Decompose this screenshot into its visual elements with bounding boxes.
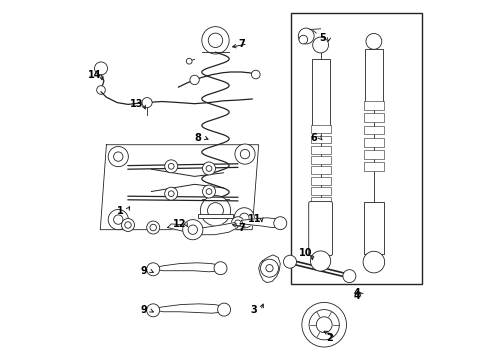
Circle shape <box>142 98 152 108</box>
Bar <box>311 136 331 144</box>
Text: 5: 5 <box>319 33 326 43</box>
Circle shape <box>202 185 216 198</box>
Bar <box>311 187 331 195</box>
Circle shape <box>261 259 278 277</box>
Text: 7: 7 <box>238 39 245 49</box>
Circle shape <box>165 187 178 200</box>
Circle shape <box>274 217 287 230</box>
Circle shape <box>108 147 128 167</box>
Bar <box>364 150 384 159</box>
Polygon shape <box>259 255 280 283</box>
Circle shape <box>183 220 203 240</box>
Bar <box>311 166 331 174</box>
Polygon shape <box>242 218 285 228</box>
FancyBboxPatch shape <box>309 202 333 256</box>
Circle shape <box>97 86 105 94</box>
Text: 13: 13 <box>129 99 143 109</box>
Text: 7: 7 <box>238 222 245 233</box>
Circle shape <box>266 265 273 272</box>
Circle shape <box>366 33 382 49</box>
Circle shape <box>298 28 314 44</box>
Circle shape <box>122 219 134 231</box>
Circle shape <box>147 221 160 234</box>
Circle shape <box>234 208 254 228</box>
Circle shape <box>114 215 123 224</box>
Circle shape <box>299 35 308 44</box>
Circle shape <box>302 302 346 347</box>
Circle shape <box>125 222 131 228</box>
Bar <box>365 49 383 108</box>
Text: 1: 1 <box>118 206 124 216</box>
Circle shape <box>363 251 385 273</box>
Bar <box>311 177 331 185</box>
Bar <box>364 101 384 110</box>
Circle shape <box>240 149 250 159</box>
Circle shape <box>218 303 231 316</box>
Circle shape <box>169 191 174 197</box>
Text: 9: 9 <box>140 305 147 315</box>
Polygon shape <box>151 263 222 272</box>
Circle shape <box>186 58 192 64</box>
Circle shape <box>311 251 331 271</box>
Bar <box>364 162 384 171</box>
Polygon shape <box>151 304 226 313</box>
Circle shape <box>114 152 123 161</box>
Circle shape <box>240 213 249 222</box>
Circle shape <box>147 304 160 317</box>
Text: 3: 3 <box>250 305 257 315</box>
Bar <box>364 113 384 122</box>
Circle shape <box>202 27 229 54</box>
Text: 4: 4 <box>353 291 360 301</box>
Circle shape <box>214 262 227 275</box>
Circle shape <box>190 75 199 85</box>
Circle shape <box>150 224 156 231</box>
Circle shape <box>165 160 178 173</box>
Bar <box>311 125 331 133</box>
Circle shape <box>343 270 356 283</box>
Circle shape <box>313 37 328 53</box>
Circle shape <box>147 263 160 276</box>
Polygon shape <box>168 222 238 235</box>
Circle shape <box>188 225 197 234</box>
Bar <box>364 202 384 254</box>
Text: 2: 2 <box>326 333 333 343</box>
Text: 10: 10 <box>299 248 312 258</box>
Bar <box>311 156 331 164</box>
Circle shape <box>206 189 212 194</box>
Text: 6: 6 <box>310 132 317 143</box>
Text: 4: 4 <box>353 288 360 298</box>
Circle shape <box>108 210 128 230</box>
Circle shape <box>169 163 174 169</box>
Text: 8: 8 <box>194 132 201 143</box>
Circle shape <box>206 166 212 171</box>
Circle shape <box>235 144 255 164</box>
Circle shape <box>231 217 245 230</box>
Bar <box>364 138 384 147</box>
Circle shape <box>235 220 241 226</box>
Circle shape <box>202 162 216 175</box>
Circle shape <box>316 317 332 333</box>
Circle shape <box>284 255 296 268</box>
Bar <box>198 214 233 218</box>
Bar <box>291 13 422 284</box>
Circle shape <box>200 195 231 226</box>
Bar <box>312 59 330 130</box>
Circle shape <box>95 62 107 75</box>
Circle shape <box>208 203 223 219</box>
Circle shape <box>251 70 260 79</box>
Bar <box>364 126 384 134</box>
Text: 12: 12 <box>173 219 186 229</box>
Bar <box>311 197 331 205</box>
Bar <box>311 146 331 154</box>
Circle shape <box>309 310 339 340</box>
Circle shape <box>208 33 222 48</box>
Text: 11: 11 <box>248 214 262 224</box>
Text: 14: 14 <box>88 70 101 80</box>
Text: 9: 9 <box>140 266 147 276</box>
